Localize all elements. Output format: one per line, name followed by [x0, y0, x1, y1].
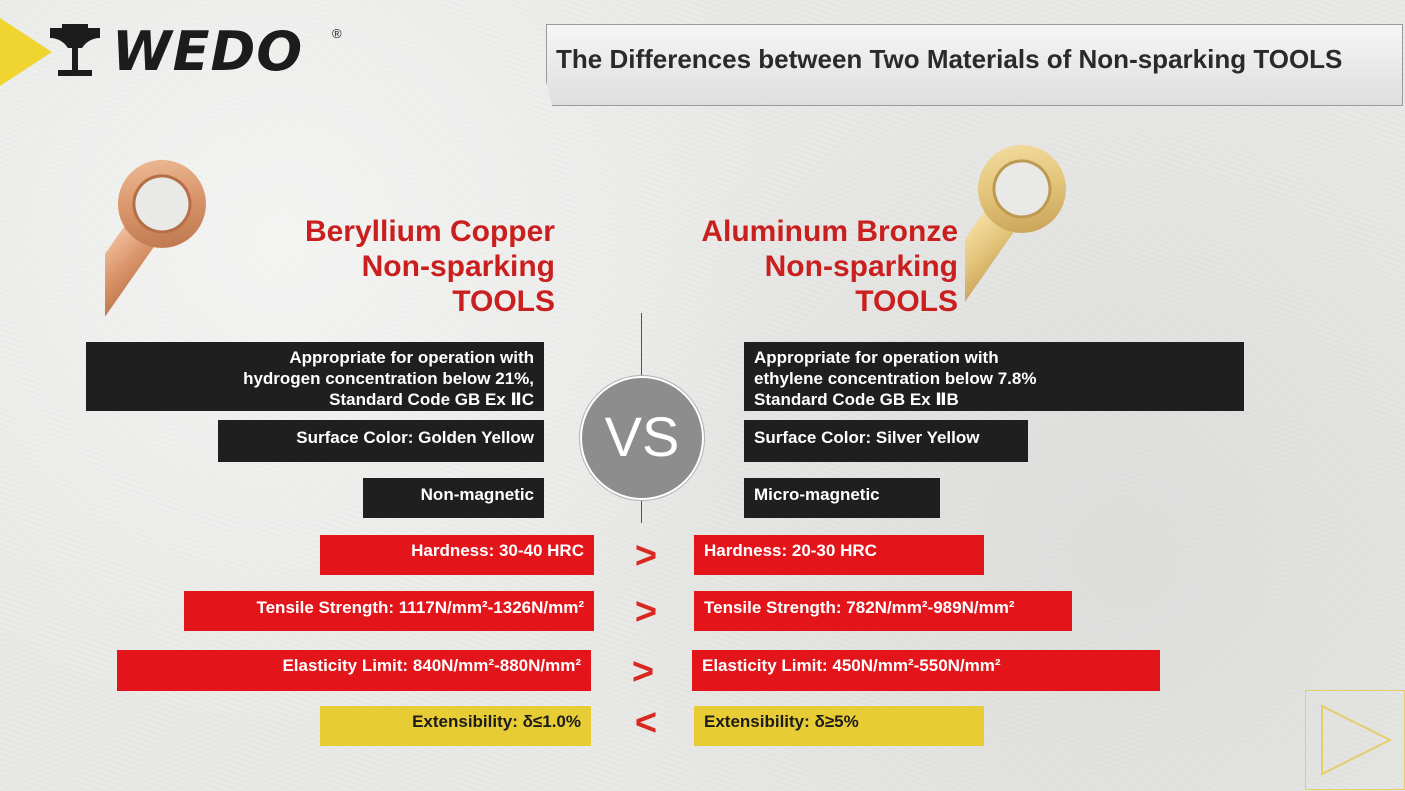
divider-line-top	[641, 313, 642, 376]
divider-line-bottom	[641, 500, 642, 523]
aluminum-bronze-heading: Aluminum Bronze Non-sparking TOOLS	[701, 215, 958, 318]
left-extensibility-box: Extensibility: δ≤1.0%	[320, 706, 591, 746]
registered-mark: ®	[332, 26, 342, 41]
elasticity-comparison: >	[631, 651, 655, 693]
vs-badge: VS	[580, 376, 704, 500]
play-next-icon[interactable]	[1318, 702, 1394, 778]
right-extensibility-box: Extensibility: δ≥5%	[694, 706, 984, 746]
right-application-box: Appropriate for operation with ethylene …	[744, 342, 1244, 411]
aluminum-bronze-wrench-icon	[965, 144, 1066, 330]
left-tensile-box: Tensile Strength: 1117N/mm²-1326N/mm²	[184, 591, 594, 631]
brand-wordmark: WEDO	[112, 20, 304, 83]
title-banner	[546, 24, 1403, 106]
left-elasticity-box: Elasticity Limit: 840N/mm²-880N/mm²	[117, 650, 591, 691]
right-magnetism-box: Micro-magnetic	[744, 478, 940, 518]
tensile-comparison: >	[634, 591, 658, 633]
left-surface-color-box: Surface Color: Golden Yellow	[218, 420, 544, 462]
wedo-logo-icon	[50, 24, 100, 76]
hardness-comparison: >	[634, 535, 658, 577]
left-application-box: Appropriate for operation with hydrogen …	[86, 342, 544, 411]
logo-accent-triangle	[0, 18, 52, 86]
left-hardness-box: Hardness: 30-40 HRC	[320, 535, 594, 575]
extensibility-comparison: <	[634, 702, 658, 744]
right-hardness-box: Hardness: 20-30 HRC	[694, 535, 984, 575]
right-surface-color-box: Surface Color: Silver Yellow	[744, 420, 1028, 462]
beryllium-copper-heading: Beryllium Copper Non-sparking TOOLS	[304, 215, 555, 318]
right-tensile-box: Tensile Strength: 782N/mm²-989N/mm²	[694, 591, 1072, 631]
beryllium-copper-wrench-icon	[105, 159, 206, 345]
page-title: The Differences between Two Materials of…	[556, 44, 1343, 74]
left-magnetism-box: Non-magnetic	[363, 478, 544, 518]
right-elasticity-box: Elasticity Limit: 450N/mm²-550N/mm²	[692, 650, 1160, 691]
